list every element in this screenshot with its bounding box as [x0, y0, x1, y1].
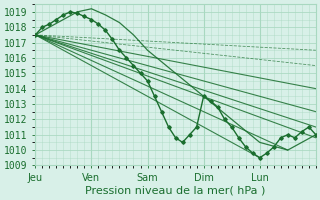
X-axis label: Pression niveau de la mer( hPa ): Pression niveau de la mer( hPa ) — [85, 186, 266, 196]
